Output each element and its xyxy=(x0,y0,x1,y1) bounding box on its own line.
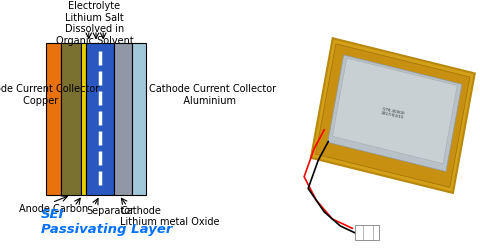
Text: Electrolyte
Lithium Salt
Dissolved in
Organic Solvent: Electrolyte Lithium Salt Dissolved in Or… xyxy=(56,1,133,46)
Polygon shape xyxy=(328,55,462,172)
Text: SEI
Passivating Layer: SEI Passivating Layer xyxy=(41,208,172,236)
Bar xyxy=(355,225,379,240)
Bar xyxy=(61,42,81,195)
Bar xyxy=(81,42,86,195)
Bar xyxy=(46,42,61,195)
Text: Cathode Current Collector
           Aluminium: Cathode Current Collector Aluminium xyxy=(149,84,276,106)
Text: Separator: Separator xyxy=(86,206,134,216)
Bar xyxy=(114,42,132,195)
Text: Anode Carbon: Anode Carbon xyxy=(19,204,88,214)
Text: GTK 40000
2017/03/15: GTK 40000 2017/03/15 xyxy=(381,106,405,120)
Polygon shape xyxy=(316,44,470,188)
Polygon shape xyxy=(333,58,457,164)
Bar xyxy=(86,42,114,195)
Text: Cathode
Lithium metal Oxide: Cathode Lithium metal Oxide xyxy=(120,206,219,227)
Bar xyxy=(132,42,146,195)
Text: ode Current Collector
         Copper: ode Current Collector Copper xyxy=(0,84,99,106)
Polygon shape xyxy=(311,38,475,193)
